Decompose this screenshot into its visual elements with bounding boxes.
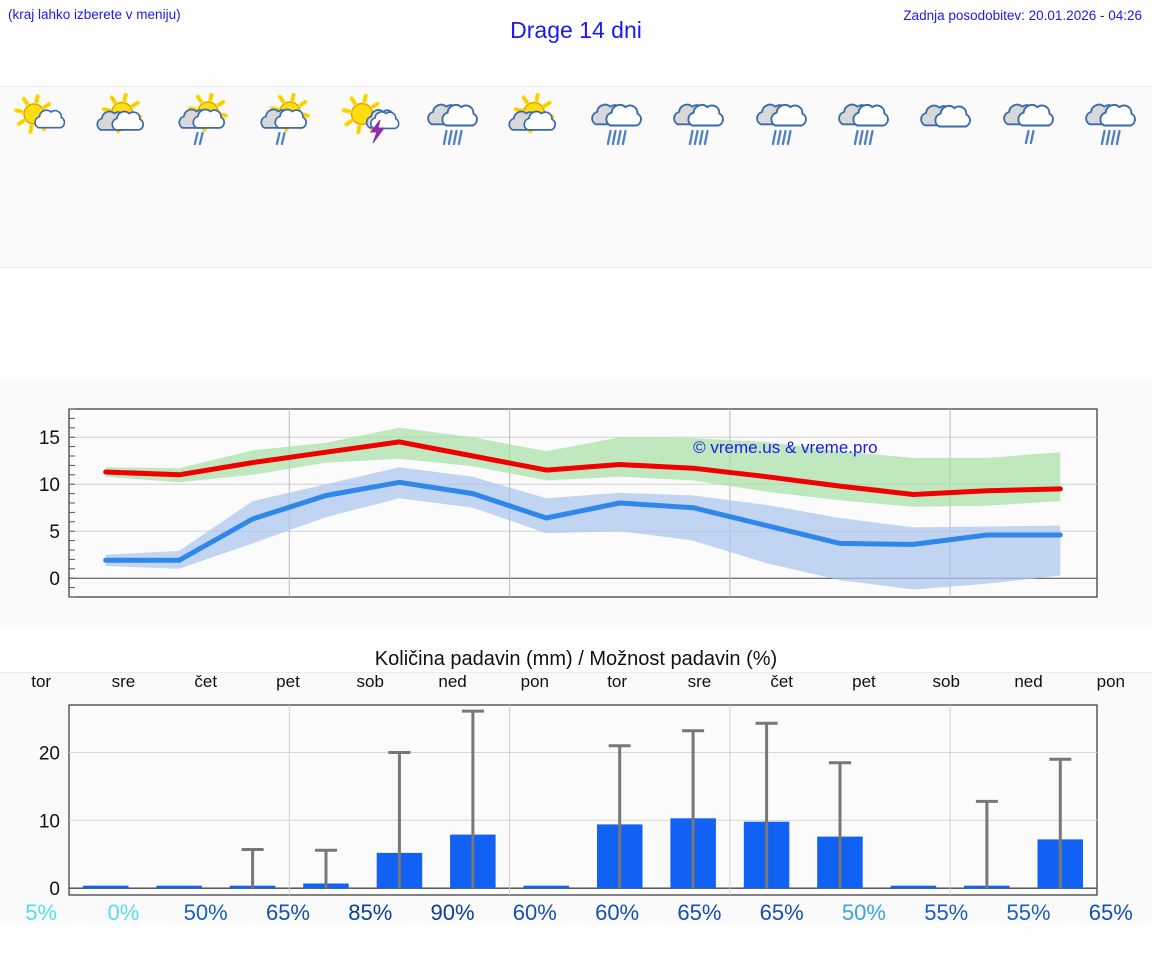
precip-day-label: sre [687, 672, 712, 691]
cloud-rain-icon [747, 93, 817, 149]
day-column[interactable] [658, 87, 740, 267]
cloud-rain-icon [582, 93, 652, 149]
day-column[interactable] [165, 87, 247, 267]
day-column[interactable] [247, 87, 329, 267]
precip-day-label: tor [31, 672, 52, 691]
svg-text:20: 20 [39, 744, 60, 765]
sun-cloud-rain-icon [171, 93, 241, 149]
day-column[interactable] [823, 87, 905, 267]
precip-day-label: sob [932, 672, 960, 691]
precip-probability-label: 50% [841, 900, 886, 925]
precip-probability-label: 65% [265, 900, 310, 925]
last-updated-text: Zadnja posodobitev: 20.01.2026 - 04:26 [903, 8, 1142, 23]
precip-probability-label: 65% [677, 900, 722, 925]
precip-day-label: čet [770, 672, 794, 691]
precip-day-label: sob [356, 672, 384, 691]
day-column[interactable] [411, 87, 493, 267]
menu-hint-text: (kraj lahko izberete v meniju) [8, 7, 181, 22]
cloud-rain-icon [418, 93, 488, 149]
day-column[interactable] [329, 87, 411, 267]
precip-probability-label: 50% [183, 900, 228, 925]
svg-text:15: 15 [39, 428, 60, 449]
precip-day-label: tor [607, 672, 628, 691]
svg-text:© vreme.us & vreme.pro: © vreme.us & vreme.pro [693, 438, 877, 457]
svg-text:5: 5 [49, 522, 60, 543]
day-column[interactable] [82, 87, 164, 267]
precipitation-chart: 0 10 20 [0, 673, 1152, 923]
precip-day-label: ned [1014, 672, 1043, 691]
precip-probability-label: 85% [348, 900, 393, 925]
precip-probability-label: 60% [512, 900, 557, 925]
day-column[interactable] [905, 87, 987, 267]
cloud-rain-icon [1076, 93, 1146, 149]
day-column[interactable] [1070, 87, 1152, 267]
temperature-chart: 0 5 10 15 © vreme.us & vreme.pro [0, 379, 1152, 627]
precipitation-probability-row: 5% 0% 50% 65% 85% 90% 60% 60% 65% 65% 50% 55% 55% 65% [0, 900, 1152, 940]
precipitation-chart-panel: 0 10 20 [0, 672, 1152, 923]
svg-text:10: 10 [39, 475, 60, 496]
precipitation-chart-title: Količina padavin (mm) / Možnost padavin … [374, 648, 778, 670]
daily-forecast-strip [0, 86, 1152, 268]
precip-day-label: sre [111, 672, 136, 691]
cloud-rain-icon [829, 93, 899, 149]
svg-text:0: 0 [49, 879, 60, 900]
svg-text:10: 10 [39, 811, 60, 832]
precip-probability-label: 5% [25, 900, 58, 925]
precip-day-label: pon [520, 672, 550, 691]
day-column[interactable] [0, 87, 82, 267]
cloud-rain-light-icon [994, 93, 1064, 149]
day-column[interactable] [741, 87, 823, 267]
day-column[interactable] [576, 87, 658, 267]
precip-probability-label: 90% [430, 900, 475, 925]
sun-cloud-rain-icon [253, 93, 323, 149]
page-title: Drage 14 dni [510, 17, 642, 43]
cloud-icon [911, 93, 981, 149]
svg-text:0: 0 [49, 569, 60, 590]
day-column[interactable] [494, 87, 576, 267]
precip-probability-label: 0% [107, 900, 140, 925]
precip-probability-label: 60% [595, 900, 640, 925]
precip-probability-label: 55% [1006, 900, 1051, 925]
precip-probability-label: 65% [759, 900, 804, 925]
precip-day-label: pet [276, 672, 300, 691]
precipitation-day-labels: tor sre čet pet sob ned pon tor sre čet pet sob ned p… [0, 672, 1152, 696]
sun-small-cloud-icon [6, 93, 76, 149]
precip-day-label: čet [194, 672, 218, 691]
precip-day-label: ned [438, 672, 467, 691]
precip-day-label: pet [852, 672, 876, 691]
sun-cloud-thunder-icon [335, 93, 405, 149]
precip-day-label: pon [1096, 672, 1125, 691]
precip-probability-label: 65% [1088, 900, 1133, 925]
sun-cloud-icon [88, 93, 158, 149]
sun-cloud-icon [500, 93, 570, 149]
day-column[interactable] [987, 87, 1069, 267]
cloud-rain-icon [664, 93, 734, 149]
page-header: (kraj lahko izberete v meniju) Drage 14 … [0, 0, 1152, 43]
precip-probability-label: 55% [924, 900, 969, 925]
